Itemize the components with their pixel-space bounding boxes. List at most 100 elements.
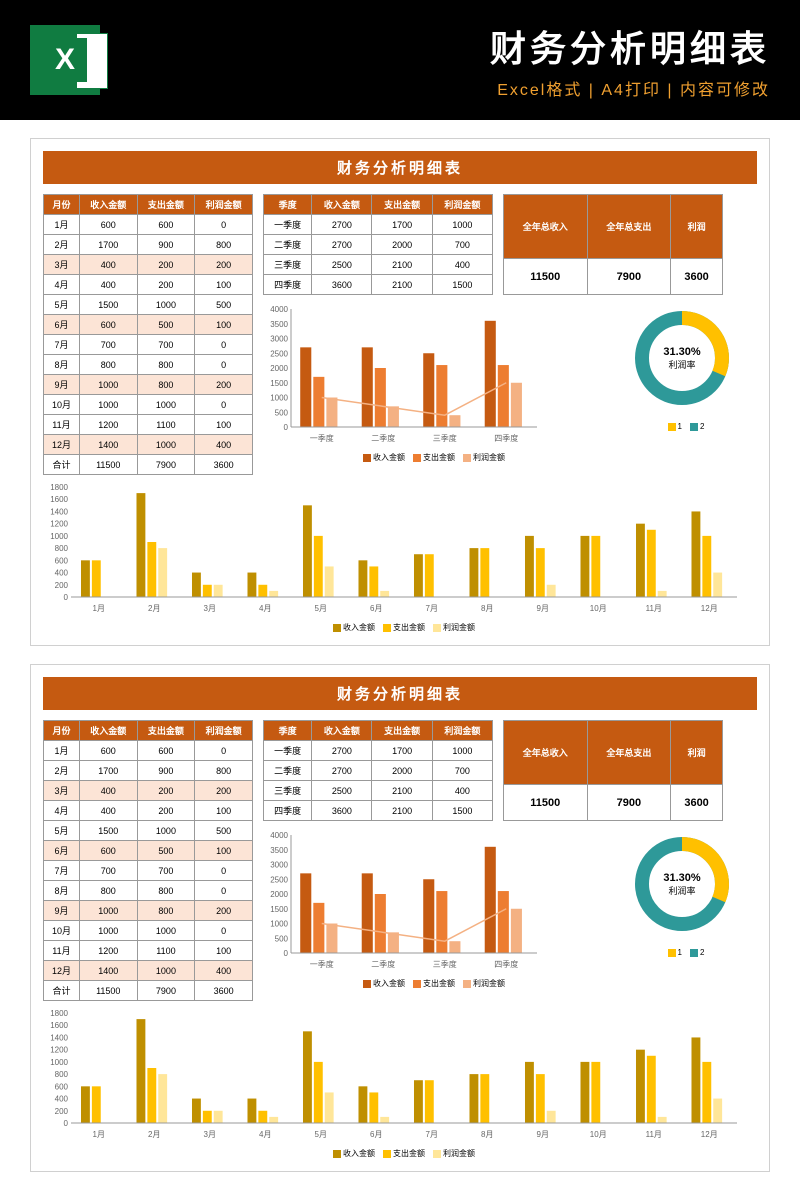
excel-icon: X (30, 25, 100, 95)
svg-text:200: 200 (55, 581, 69, 590)
svg-text:三季度: 三季度 (433, 433, 457, 443)
sum-col: 利润 (671, 195, 723, 259)
svg-text:1月: 1月 (93, 1130, 105, 1139)
svg-text:0: 0 (64, 593, 69, 602)
page-banner: 财务分析明细表 (43, 151, 757, 184)
q-col: 支出金额 (372, 195, 432, 215)
svg-text:10月: 10月 (590, 1130, 607, 1139)
q-col: 利润金额 (432, 195, 492, 215)
svg-text:5月: 5月 (315, 1130, 327, 1139)
sum-col: 全年总支出 (587, 195, 671, 259)
month-row: 5月15001000500 (44, 821, 253, 841)
q-row: 二季度27002000700 (264, 235, 493, 255)
q-col: 季度 (264, 721, 312, 741)
svg-text:11月: 11月 (646, 604, 662, 613)
svg-text:500: 500 (275, 408, 289, 417)
svg-text:1600: 1600 (50, 495, 68, 504)
svg-text:2000: 2000 (270, 364, 288, 373)
svg-text:1月: 1月 (93, 604, 105, 613)
svg-text:0: 0 (284, 949, 289, 958)
svg-text:31.30%: 31.30% (663, 346, 701, 358)
svg-text:利润率: 利润率 (668, 359, 695, 370)
svg-text:4000: 4000 (270, 831, 288, 840)
svg-text:800: 800 (55, 544, 69, 553)
svg-text:600: 600 (55, 556, 69, 565)
month-col: 支出金额 (137, 195, 195, 215)
page-banner: 财务分析明细表 (43, 677, 757, 710)
sum-col: 全年总支出 (587, 721, 671, 785)
month-chart: 0200400600800100012001400160018001月2月3月4… (43, 1009, 743, 1139)
month-col: 收入金额 (79, 195, 137, 215)
sum-col: 全年总收入 (504, 721, 588, 785)
svg-text:2月: 2月 (148, 604, 160, 613)
svg-text:1200: 1200 (50, 1046, 68, 1055)
svg-text:3月: 3月 (204, 604, 216, 613)
svg-text:1800: 1800 (50, 1009, 68, 1018)
month-col: 月份 (44, 195, 80, 215)
svg-text:4月: 4月 (259, 1130, 271, 1139)
svg-text:200: 200 (55, 1107, 69, 1116)
svg-text:1000: 1000 (270, 394, 288, 403)
summary-table: 全年总收入全年总支出利润1150079003600 (503, 720, 723, 821)
svg-text:利润率: 利润率 (668, 885, 695, 896)
quarter-table: 季度收入金额支出金额利润金额一季度270017001000二季度27002000… (263, 194, 493, 295)
svg-text:10月: 10月 (590, 604, 607, 613)
svg-text:4000: 4000 (270, 305, 288, 314)
month-row: 8月8008000 (44, 355, 253, 375)
svg-text:4月: 4月 (259, 604, 271, 613)
q-row: 三季度25002100400 (264, 781, 493, 801)
month-col: 支出金额 (137, 721, 195, 741)
svg-text:400: 400 (55, 569, 69, 578)
svg-text:11月: 11月 (646, 1130, 662, 1139)
svg-text:9月: 9月 (537, 604, 549, 613)
svg-text:四季度: 四季度 (494, 959, 518, 969)
month-row: 12月14001000400 (44, 435, 253, 455)
header-sub: Excel格式 | A4打印 | 内容可修改 (120, 76, 770, 100)
sum-val: 11500 (504, 259, 588, 295)
svg-text:二季度: 二季度 (371, 959, 395, 969)
donut-chart: 31.30%利润率 (627, 303, 737, 413)
svg-text:1000: 1000 (50, 532, 68, 541)
report-page: 财务分析明细表月份收入金额支出金额利润金额1月60060002月17009008… (30, 138, 770, 646)
svg-text:9月: 9月 (537, 1130, 549, 1139)
svg-text:1500: 1500 (270, 905, 288, 914)
svg-text:600: 600 (55, 1082, 69, 1091)
svg-text:0: 0 (64, 1119, 69, 1128)
month-row: 2月1700900800 (44, 761, 253, 781)
svg-text:四季度: 四季度 (494, 433, 518, 443)
svg-text:1800: 1800 (50, 483, 68, 492)
month-row: 6月600500100 (44, 315, 253, 335)
sum-val: 3600 (671, 785, 723, 821)
svg-text:1200: 1200 (50, 520, 68, 529)
month-col: 利润金额 (195, 195, 253, 215)
month-col: 月份 (44, 721, 80, 741)
sum-val: 7900 (587, 259, 671, 295)
svg-text:8月: 8月 (481, 1130, 493, 1139)
svg-text:8月: 8月 (481, 604, 493, 613)
svg-text:二季度: 二季度 (371, 433, 395, 443)
month-row: 5月15001000500 (44, 295, 253, 315)
svg-text:12月: 12月 (701, 604, 718, 613)
svg-text:1000: 1000 (50, 1058, 68, 1067)
sum-val: 7900 (587, 785, 671, 821)
svg-text:3500: 3500 (270, 846, 288, 855)
quarter-chart: 05001000150020002500300035004000一季度二季度三季… (263, 303, 543, 443)
month-col: 收入金额 (79, 721, 137, 741)
donut-legend: 12 (607, 948, 757, 957)
svg-text:3000: 3000 (270, 861, 288, 870)
q-row: 一季度270017001000 (264, 741, 493, 761)
sum-col: 全年总收入 (504, 195, 588, 259)
svg-text:7月: 7月 (426, 604, 438, 613)
q-row: 四季度360021001500 (264, 801, 493, 821)
report-page: 财务分析明细表月份收入金额支出金额利润金额1月60060002月17009008… (30, 664, 770, 1172)
month-table: 月份收入金额支出金额利润金额1月60060002月17009008003月400… (43, 194, 253, 475)
q-col: 季度 (264, 195, 312, 215)
svg-text:3月: 3月 (204, 1130, 216, 1139)
month-row: 3月400200200 (44, 255, 253, 275)
month-row: 4月400200100 (44, 801, 253, 821)
month-row: 3月400200200 (44, 781, 253, 801)
donut-chart: 31.30%利润率 (627, 829, 737, 939)
month-row: 7月7007000 (44, 335, 253, 355)
svg-text:400: 400 (55, 1095, 69, 1104)
qchart-legend: 收入金额支出金额利润金额 (263, 452, 597, 463)
